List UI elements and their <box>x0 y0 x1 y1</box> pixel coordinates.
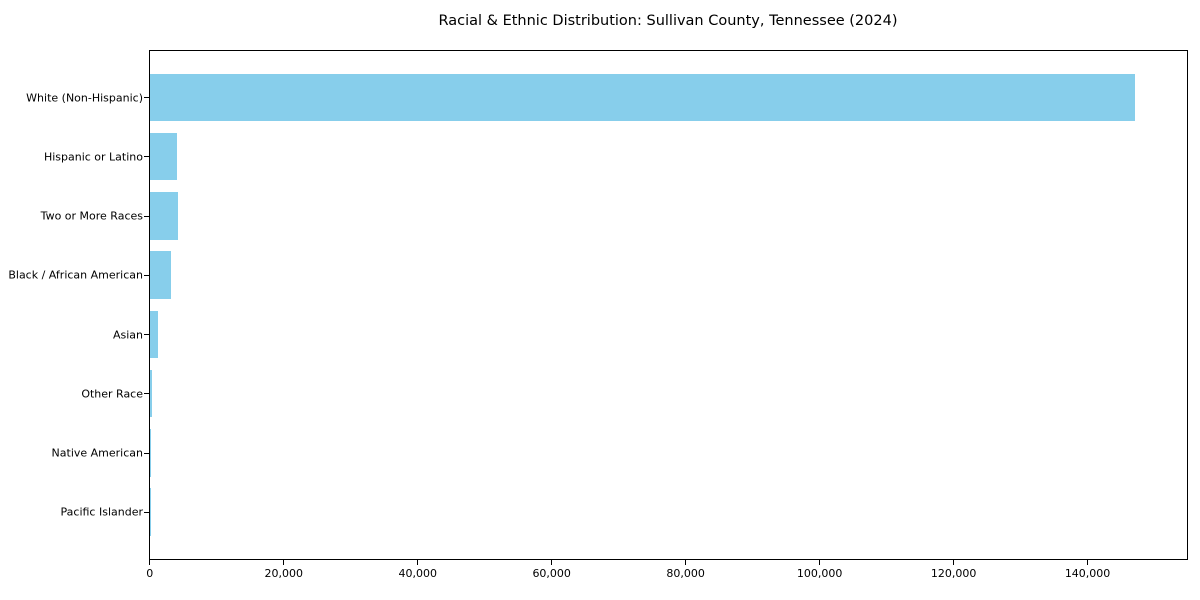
x-axis-tick-mark <box>819 560 821 565</box>
y-axis-tick-label: Black / African American <box>8 268 143 282</box>
y-axis-tick-mark <box>144 156 149 158</box>
x-axis-tick-mark <box>551 560 553 565</box>
bar-hispanic-or-latino <box>149 132 177 181</box>
bar-white-non-hispanic- <box>149 73 1136 122</box>
chart-title: Racial & Ethnic Distribution: Sullivan C… <box>438 13 898 29</box>
x-axis-tick-mark <box>417 560 419 565</box>
bar-asian <box>149 310 158 359</box>
y-axis-tick-label: Native American <box>51 446 143 460</box>
bar-other-race <box>149 369 152 418</box>
y-axis-tick-label: Two or More Races <box>40 209 143 223</box>
y-axis-tick-label: Other Race <box>81 387 143 401</box>
x-axis-tick-label: 140,000 <box>1064 567 1111 580</box>
y-axis-tick-mark <box>144 215 149 217</box>
x-axis-tick-mark <box>1086 560 1089 565</box>
y-axis-tick-mark <box>144 511 149 513</box>
x-axis-tick-label: 80,000 <box>666 567 705 580</box>
y-axis-tick-label: Pacific Islander <box>60 505 143 519</box>
x-axis-tick-mark <box>952 560 955 565</box>
x-axis-tick-label: 0 <box>146 567 154 580</box>
y-axis-tick-mark <box>144 334 149 336</box>
x-axis-tick-mark <box>149 560 151 565</box>
y-axis-tick-label: White (Non-Hispanic) <box>26 91 143 105</box>
x-axis-tick-mark <box>685 560 687 565</box>
y-axis-tick-mark <box>144 452 149 454</box>
x-axis-tick-label: 60,000 <box>532 567 571 580</box>
bar-black-african-american <box>149 251 171 299</box>
plot-area <box>148 50 1188 560</box>
x-axis-tick-label: 20,000 <box>264 567 304 580</box>
y-axis-tick-mark <box>144 274 149 276</box>
x-axis-tick-label: 120,000 <box>930 567 977 580</box>
bar-native-american <box>149 429 151 477</box>
x-axis-tick-mark <box>283 560 285 565</box>
x-axis-tick-label: 40,000 <box>398 567 437 580</box>
bar-two-or-more-races <box>149 192 179 240</box>
y-axis-tick-label: Asian <box>112 328 143 342</box>
y-axis-tick-mark <box>144 393 149 395</box>
x-axis-tick-label: 100,000 <box>796 567 843 580</box>
y-axis-tick-mark <box>144 97 149 99</box>
y-axis-tick-label: Hispanic or Latino <box>43 150 143 164</box>
